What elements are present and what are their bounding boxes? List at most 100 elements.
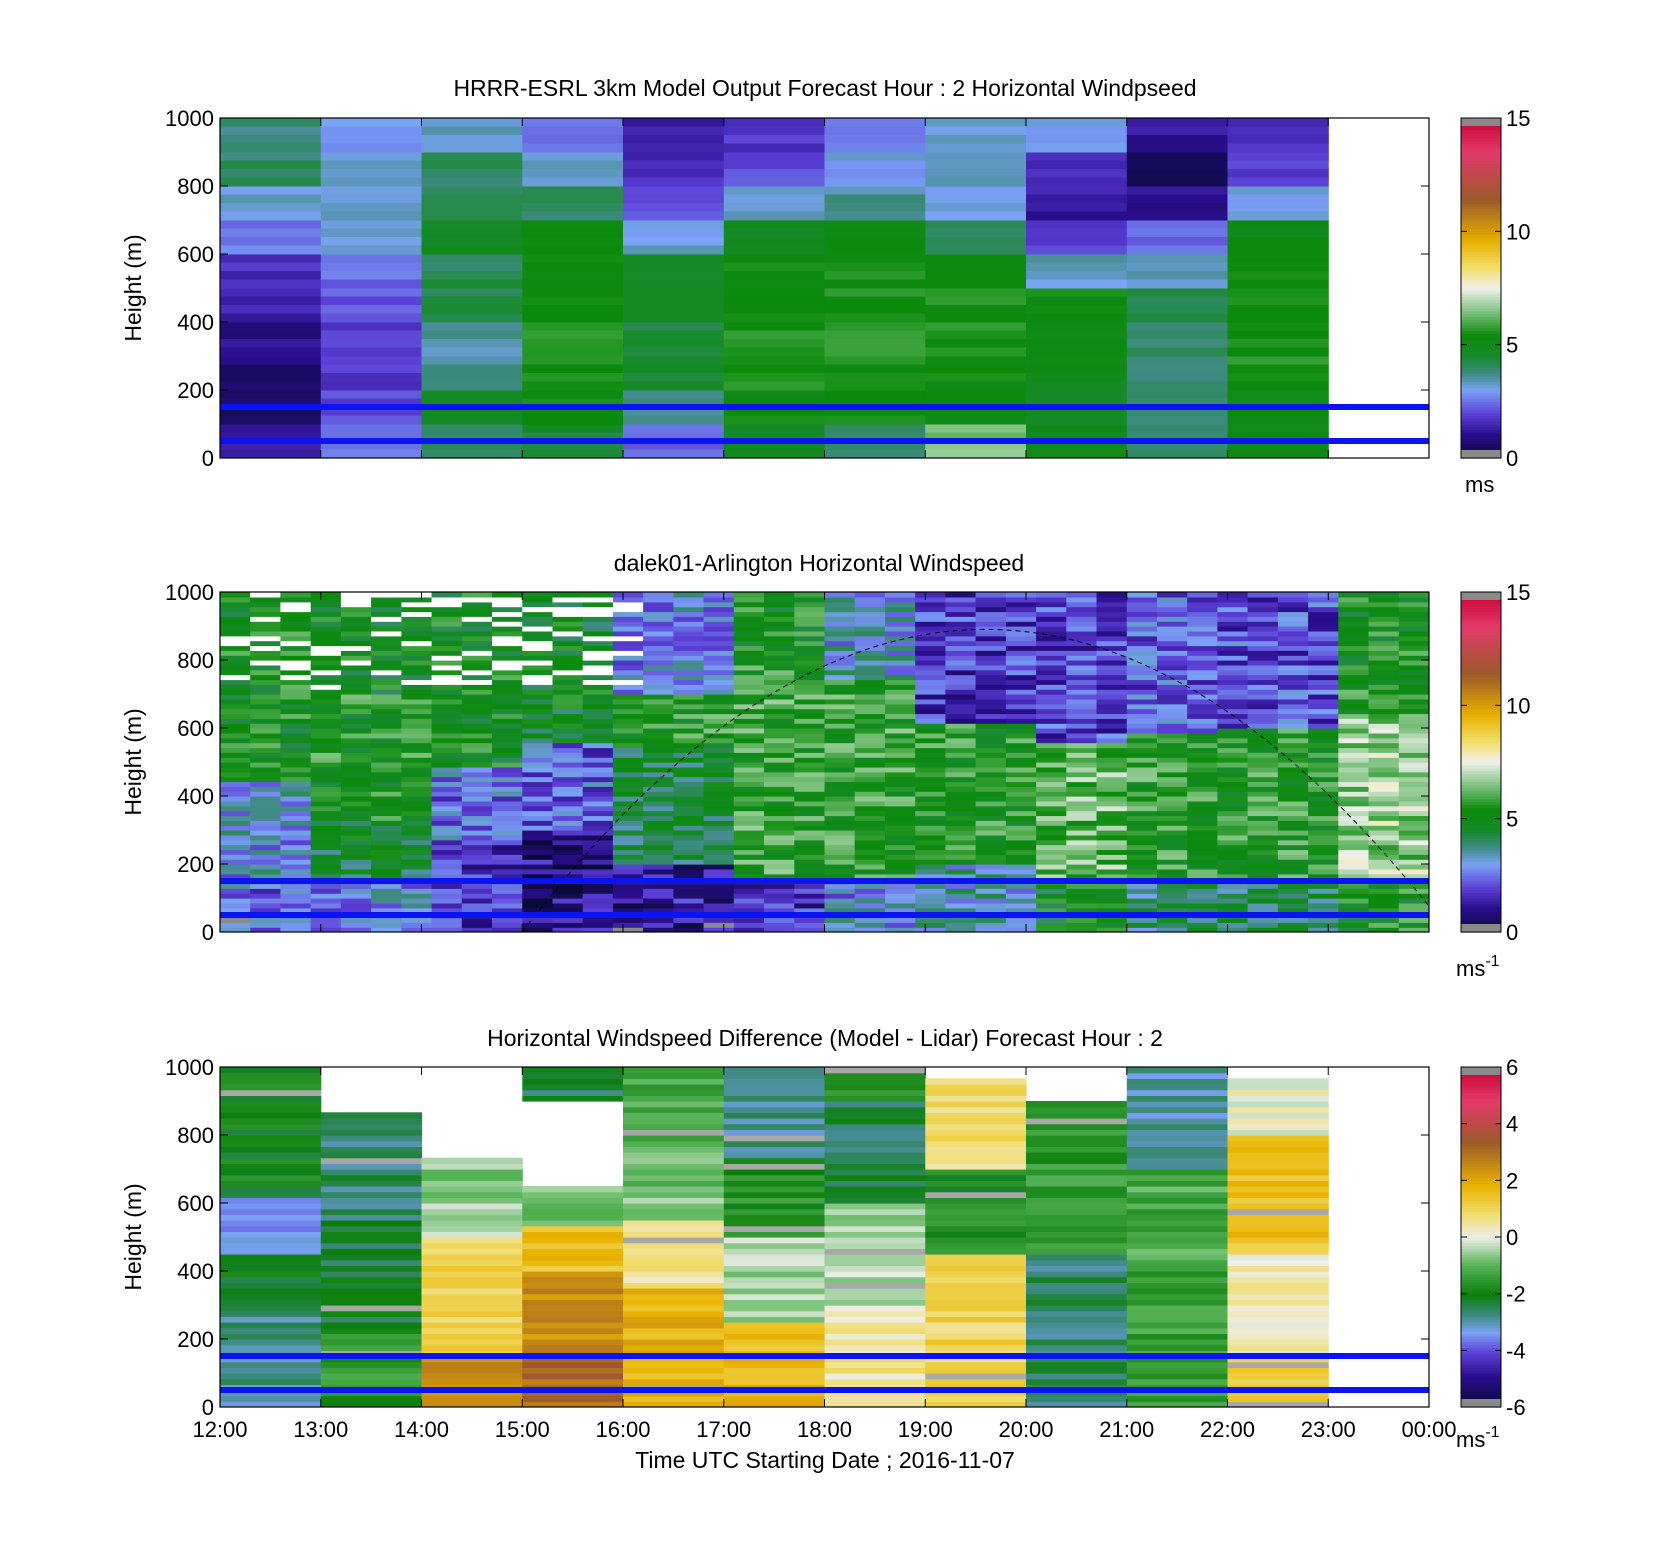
heatmap-cell — [492, 781, 523, 787]
heatmap-cell — [310, 664, 342, 671]
heatmap-cell — [522, 347, 624, 357]
heatmap-cell — [421, 1265, 523, 1272]
heatmap-cell — [1066, 650, 1098, 656]
heatmap-cell — [1217, 655, 1249, 661]
heatmap-cell — [492, 902, 523, 909]
heatmap-cell — [220, 898, 251, 904]
heatmap-cell — [340, 766, 372, 773]
heatmap-cell — [582, 626, 614, 632]
colorbar-segment — [1461, 1242, 1501, 1247]
x-tick-label: 00:00 — [1401, 1417, 1456, 1442]
colorbar-segment — [1461, 617, 1501, 621]
heatmap-cell — [673, 762, 705, 768]
heatmap-cell — [764, 684, 795, 690]
heatmap-cell — [1217, 732, 1249, 739]
heatmap-cell — [945, 660, 977, 666]
heatmap-cell — [885, 626, 916, 632]
heatmap-cell — [1187, 616, 1218, 622]
heatmap-cell — [623, 441, 725, 450]
heatmap-cell — [794, 694, 826, 700]
heatmap-cell — [854, 859, 886, 865]
heatmap-cell — [623, 313, 725, 323]
heatmap-cell — [915, 621, 946, 627]
heatmap-cell — [1036, 927, 1067, 932]
heatmap-cell — [522, 776, 554, 783]
heatmap-cell — [673, 689, 705, 695]
colorbar-segment — [1461, 1293, 1501, 1298]
heatmap-cell — [764, 844, 795, 851]
heatmap-cell — [1005, 728, 1037, 734]
colorbar-segment — [1461, 903, 1501, 908]
heatmap-cell — [320, 373, 423, 382]
heatmap-cell — [1036, 626, 1067, 632]
heatmap-cell — [723, 152, 826, 161]
heatmap-cell — [522, 664, 554, 671]
heatmap-cell — [582, 762, 614, 768]
heatmap-cell — [220, 1174, 322, 1181]
heatmap-cell — [1227, 347, 1329, 357]
heatmap-cell — [421, 1344, 523, 1351]
heatmap-cell — [1308, 650, 1339, 656]
heatmap-cell — [764, 674, 795, 681]
heatmap-cell — [371, 698, 402, 705]
heatmap-cell — [1217, 883, 1249, 889]
heatmap-cell — [975, 742, 1007, 749]
colorbar-segment — [1461, 174, 1501, 179]
heatmap-cell — [824, 390, 926, 399]
heatmap-cell — [723, 1282, 826, 1289]
heatmap-cell — [320, 143, 423, 153]
heatmap-cell — [1005, 650, 1037, 656]
colorbar-segment — [1461, 920, 1501, 925]
heatmap-cell — [1338, 694, 1370, 700]
colorbar-segment — [1461, 1339, 1501, 1343]
heatmap-cell — [794, 873, 826, 880]
heatmap-cell — [461, 805, 493, 812]
heatmap-cell — [794, 708, 826, 715]
heatmap-cell — [723, 1316, 826, 1323]
heatmap-cell — [1126, 781, 1158, 787]
heatmap-cell — [522, 177, 624, 187]
heatmap-cell — [1338, 728, 1370, 734]
heatmap-cell — [975, 786, 1007, 792]
colorbar-segment — [1461, 432, 1501, 436]
heatmap-cell — [1157, 626, 1188, 632]
heatmap-cell — [1157, 902, 1188, 909]
heatmap-cell — [320, 330, 423, 340]
heatmap-cell — [1277, 640, 1309, 647]
heatmap-cell — [1247, 626, 1279, 632]
heatmap-cell — [703, 664, 735, 671]
heatmap-cell — [1217, 844, 1249, 851]
heatmap-cell — [1036, 640, 1067, 647]
heatmap-cell — [421, 1390, 523, 1397]
colorbar-segment — [1461, 307, 1501, 312]
heatmap-cell — [220, 407, 322, 416]
heatmap-cell — [340, 694, 372, 700]
heatmap-cell — [1247, 868, 1279, 875]
heatmap-cell — [1157, 630, 1188, 637]
heatmap-cell — [925, 186, 1027, 195]
heatmap-cell — [220, 271, 322, 280]
heatmap-cell — [1247, 902, 1279, 909]
heatmap-cell — [320, 1344, 423, 1351]
heatmap-cell — [733, 645, 765, 651]
heatmap-cell — [492, 630, 523, 637]
heatmap-cell — [915, 776, 946, 783]
heatmap-cell — [723, 347, 826, 357]
heatmap-cell — [492, 752, 523, 758]
heatmap-cell — [885, 888, 916, 894]
heatmap-cell — [522, 330, 624, 340]
heatmap-cell — [643, 635, 674, 642]
colorbar-segment — [1461, 1146, 1501, 1150]
heatmap-cell — [623, 1288, 725, 1295]
heatmap-cell — [854, 732, 886, 739]
heatmap-cell — [371, 689, 402, 695]
heatmap-cell — [220, 356, 322, 365]
heatmap-cell — [1308, 684, 1339, 690]
heatmap-cell — [310, 810, 342, 817]
heatmap-cell — [401, 626, 433, 632]
heatmap-cell — [673, 650, 705, 656]
heatmap-cell — [371, 752, 402, 758]
heatmap-cell — [492, 611, 523, 617]
heatmap-cell — [1096, 669, 1128, 676]
heatmap-cell — [1247, 689, 1279, 695]
